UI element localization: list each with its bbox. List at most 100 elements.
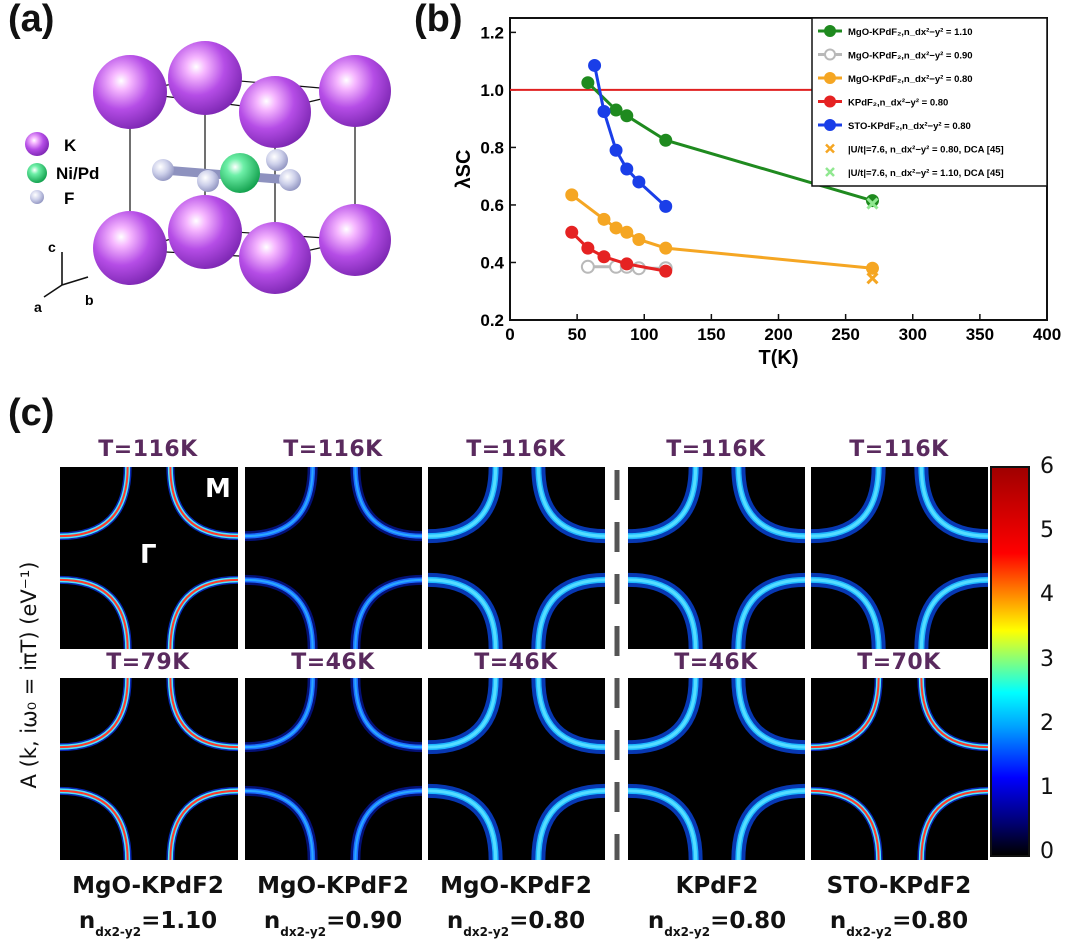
- map-top-temperature: T=116K: [666, 437, 766, 462]
- data-point: [620, 109, 634, 123]
- data-point: [580, 259, 595, 274]
- data-point: [588, 58, 602, 72]
- k-atom: [239, 222, 311, 294]
- f-atom: [152, 159, 174, 181]
- spectral-map-bottom: [245, 678, 422, 860]
- x-axis-label: T(K): [759, 347, 799, 369]
- legend-label: STO-KPdF₂,n_dx²−y² = 0.80: [848, 121, 971, 132]
- gamma-point-label: Γ: [140, 540, 157, 570]
- material-name: KPdF2: [675, 873, 759, 899]
- map-top-temperature: T=116K: [849, 437, 949, 462]
- filling-label: ndx2-y2=0.80: [829, 908, 969, 939]
- colorbar-tick: 0: [1040, 839, 1054, 864]
- legend-marker: [825, 167, 835, 177]
- data-point: [581, 76, 595, 90]
- legend-f-swatch: [30, 190, 44, 204]
- x-tick-label: 250: [831, 325, 859, 344]
- lambda-vs-temperature-chart: 0 50 100 150 200 250 300 350 400 0.2 0.4 0.6 0.8 1.0 1…: [453, 17, 1061, 369]
- colorbar-tick: 2: [1040, 710, 1054, 736]
- legend-label: KPdF₂,n_dx²−y² = 0.80: [848, 98, 948, 109]
- spectral-map-bottom: [811, 678, 988, 860]
- x-tick-label: 350: [966, 325, 994, 344]
- data-point: [597, 104, 611, 118]
- panel-c-label: (c): [8, 392, 55, 434]
- legend-box: [811, 17, 1048, 187]
- data-point: [620, 162, 634, 176]
- axis-b-label: b: [85, 292, 94, 308]
- panel-a-label: (a): [8, 0, 55, 40]
- colorbar-tick: 3: [1040, 646, 1054, 672]
- colorbar-tick: 5: [1040, 518, 1054, 544]
- panel-b-label: (b): [414, 0, 463, 40]
- series-line: [593, 65, 667, 208]
- filling-label: ndx2-y2=0.80: [446, 908, 586, 939]
- material-name: MgO-KPdF2: [72, 873, 224, 899]
- k-atom: [93, 55, 167, 129]
- data-point: [581, 241, 595, 255]
- legend-label: MgO-KPdF₂,n_dx²−y² = 0.80: [848, 74, 973, 85]
- map-bottom-temperature: T=46K: [474, 650, 558, 675]
- legend-marker: [824, 72, 836, 84]
- data-point: [565, 225, 579, 239]
- x-tick-label: 150: [697, 325, 725, 344]
- spectral-map-bottom: [628, 678, 805, 860]
- legend-label: |U/t|=7.6, n_dx²−y² = 1.10, DCA [45]: [848, 168, 1004, 179]
- x-tick-label: 300: [899, 325, 927, 344]
- map-bottom-temperature: T=46K: [291, 650, 375, 675]
- map-top-temperature: T=116K: [283, 437, 383, 462]
- spectral-map-top: [60, 467, 238, 649]
- data-point: [659, 133, 673, 147]
- y-tick-label: 0.8: [480, 138, 504, 157]
- spectral-ylabel: A (k, iω₀ = iπT) (eV⁻¹): [17, 561, 41, 789]
- colorbar-tick: 6: [1040, 454, 1054, 479]
- data-point: [609, 103, 623, 117]
- f-atom: [279, 169, 301, 191]
- axis-a-label: a: [34, 299, 42, 315]
- material-name: MgO-KPdF2: [257, 873, 409, 899]
- m-point-label: M: [205, 474, 231, 504]
- legend-marker: [824, 48, 836, 61]
- map-bottom-temperature: T=70K: [857, 650, 941, 675]
- k-atom: [239, 76, 311, 148]
- spectral-map-top: [811, 467, 988, 649]
- x-tick-label: 100: [630, 325, 658, 344]
- x-tick-label: 0: [505, 325, 514, 344]
- y-tick-label: 1.2: [480, 23, 504, 42]
- legend-label: MgO-KPdF₂,n_dx²−y² = 1.10: [848, 27, 973, 38]
- data-point: [865, 261, 879, 275]
- f-atom: [197, 170, 219, 192]
- group-separator: [614, 470, 620, 860]
- cross-marker: [866, 197, 879, 210]
- y-tick-label: 1.0: [480, 81, 504, 100]
- map-top-temperature: T=116K: [98, 437, 198, 462]
- legend-marker: [825, 143, 835, 154]
- filling-label: ndx2-y2=0.90: [263, 908, 403, 939]
- data-point: [609, 221, 623, 235]
- ni-pd-atom: [220, 153, 260, 193]
- data-point: [620, 257, 634, 271]
- material-name: STO-KPdF2: [826, 873, 972, 899]
- data-point: [659, 199, 673, 213]
- filling-label: ndx2-y2=1.10: [78, 908, 218, 939]
- map-bottom-temperature: T=79K: [106, 650, 190, 675]
- data-point: [865, 194, 879, 208]
- k-atom: [168, 195, 242, 269]
- y-axis-label: λSC: [453, 150, 475, 189]
- k-atom: [93, 211, 167, 285]
- filling-label: ndx2-y2=0.80: [647, 908, 787, 939]
- x-tick-label: 50: [568, 325, 587, 344]
- legend-label: MgO-KPdF₂,n_dx²−y² = 0.90: [848, 51, 973, 62]
- material-name: MgO-KPdF2: [440, 873, 592, 899]
- colorbar: [990, 466, 1030, 857]
- spectral-map-top: [245, 467, 422, 649]
- legend-label: |U/t|=7.6, n_dx²−y² = 0.80, DCA [45]: [848, 145, 1004, 156]
- spectral-map-top: [428, 467, 605, 649]
- legend-marker: [824, 95, 836, 108]
- data-point: [620, 225, 634, 239]
- data-point: [597, 212, 611, 226]
- spectral-map-top: [628, 467, 805, 649]
- k-atom: [168, 41, 242, 115]
- legend-k-label: K: [64, 136, 77, 155]
- y-tick-label: 0.2: [480, 311, 504, 330]
- cross-marker: [866, 272, 879, 285]
